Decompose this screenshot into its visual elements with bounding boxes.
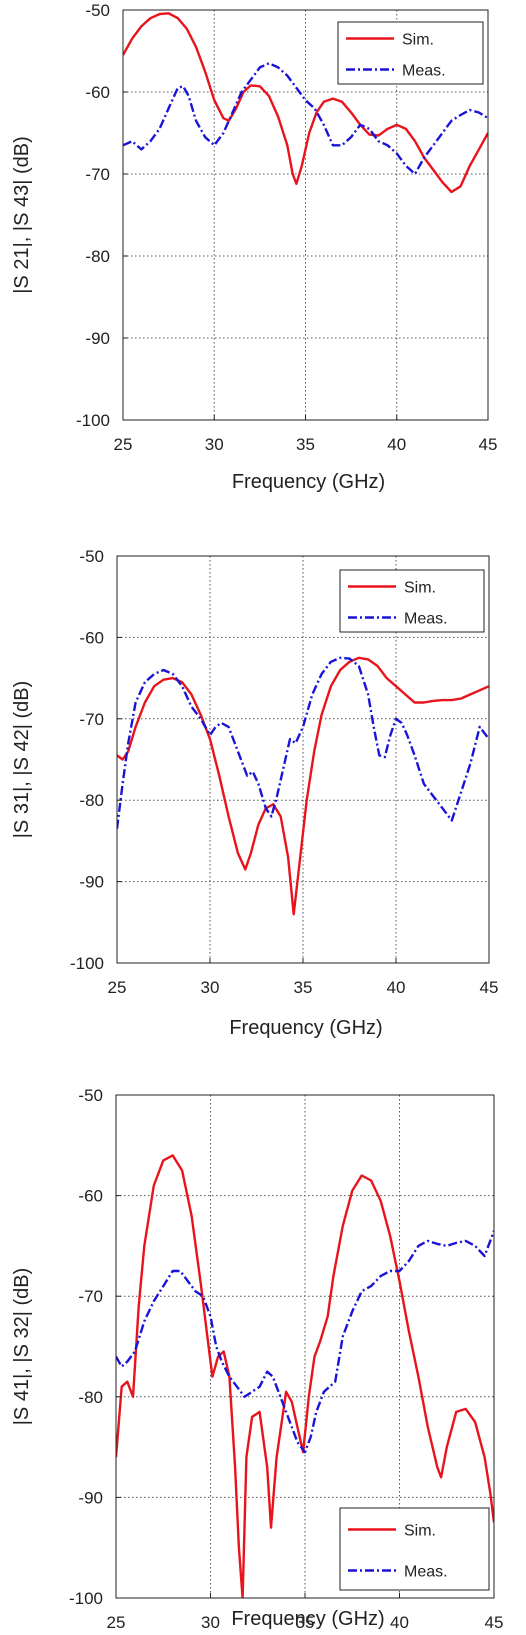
y-tick-label: -80 <box>85 247 110 266</box>
y-tick-label: -100 <box>69 1589 103 1608</box>
y-tick-label: -100 <box>70 954 104 973</box>
chart-2: 25 30 35 40 45 -50 -60 -70 -80 -90 -100 Frequency (… <box>11 547 498 1039</box>
y-tick-label: -50 <box>79 547 104 566</box>
legend-label: Meas. <box>404 611 448 628</box>
y-tick-label: -90 <box>79 873 104 892</box>
x-axis-label: Frequency (GHz) <box>231 1608 384 1630</box>
legend-box <box>339 569 485 633</box>
x-tick-label: 25 <box>108 978 127 997</box>
y-tick-label: -70 <box>79 710 104 729</box>
y-tick-label: -60 <box>78 1187 103 1206</box>
x-tick-label: 25 <box>107 1613 126 1632</box>
y-tick-label: -50 <box>78 1086 103 1105</box>
x-tick-label: 40 <box>387 978 406 997</box>
y-tick-label: -90 <box>78 1488 103 1507</box>
y-tick-label: -80 <box>78 1388 103 1407</box>
series-line-meas <box>123 62 488 176</box>
chart-1: 25 30 35 40 45 -50 -60 -70 -80 -90 -100 Frequency (… <box>11 1 497 493</box>
legend-label: Meas. <box>402 63 446 80</box>
y-axis-label: |S 31|, |S 42| (dB) <box>11 681 33 839</box>
y-tick-label: -80 <box>79 791 104 810</box>
x-tick-label: 35 <box>296 435 315 454</box>
legend-label: Sim. <box>402 32 434 49</box>
y-tick-label: -60 <box>79 628 104 647</box>
y-tick-label: -50 <box>85 1 110 20</box>
y-tick-label: -90 <box>85 329 110 348</box>
legend-box <box>339 1507 490 1591</box>
x-tick-label: 30 <box>205 435 224 454</box>
y-tick-label: -70 <box>85 165 110 184</box>
legend-label: Sim. <box>404 580 436 597</box>
legend-label: Meas. <box>404 1564 448 1581</box>
x-tick-label: 40 <box>390 1613 409 1632</box>
x-tick-label: 35 <box>294 978 313 997</box>
y-tick-label: -100 <box>76 411 110 430</box>
series-line-sim <box>123 12 488 194</box>
x-tick-label: 30 <box>201 1613 220 1632</box>
x-axis-label: Frequency (GHz) <box>229 1017 382 1039</box>
legend-box <box>337 21 484 85</box>
series-line-meas <box>117 656 489 829</box>
x-tick-label: 45 <box>485 1613 504 1632</box>
y-axis-label: |S 41|, |S 32| (dB) <box>11 1268 33 1426</box>
x-tick-label: 45 <box>479 435 498 454</box>
series-line-meas <box>116 1230 494 1454</box>
x-tick-label: 35 <box>296 1613 315 1632</box>
y-tick-label: -60 <box>85 83 110 102</box>
series-line-sim <box>116 1154 494 1598</box>
x-tick-label: 40 <box>387 435 406 454</box>
x-tick-label: 25 <box>114 435 133 454</box>
y-tick-label: -70 <box>78 1287 103 1306</box>
x-tick-label: 30 <box>201 978 220 997</box>
legend-label: Sim. <box>404 1523 436 1540</box>
x-tick-label: 45 <box>480 978 499 997</box>
y-axis-label: |S 21|, |S 43| (dB) <box>11 136 33 294</box>
x-axis-label: Frequency (GHz) <box>232 471 385 493</box>
chart-3: 25 30 35 40 45 -50 -60 -70 -80 -90 -100 Frequency (… <box>11 1086 503 1632</box>
